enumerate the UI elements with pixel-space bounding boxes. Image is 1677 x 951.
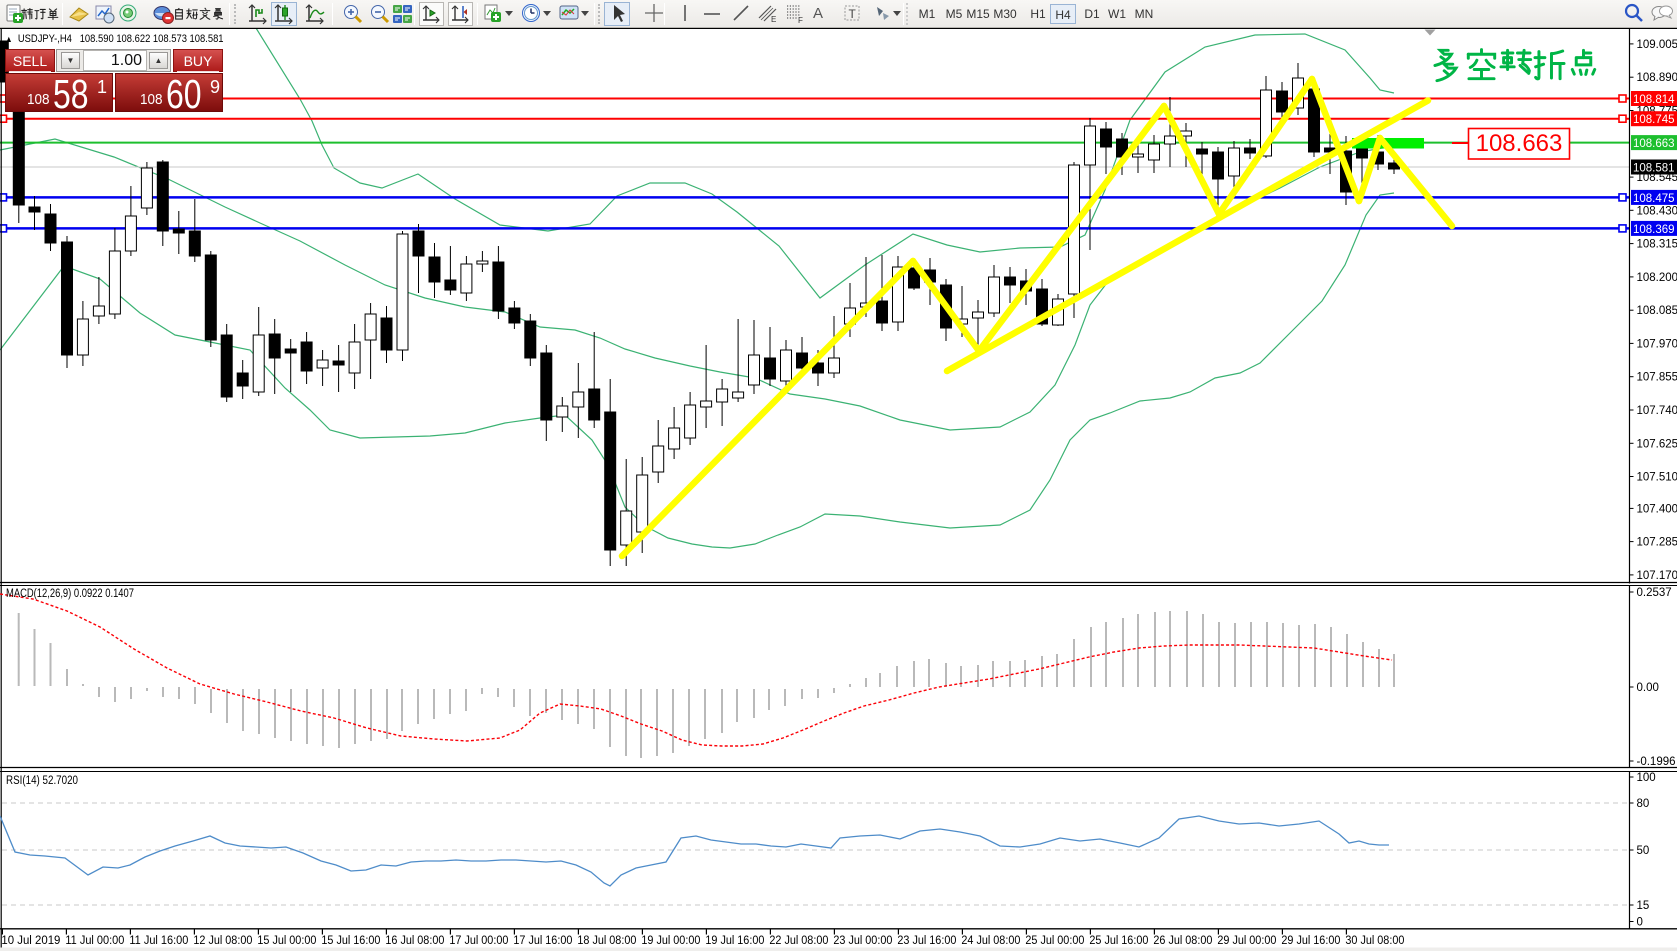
svg-text:108.545: 108.545 [1637, 172, 1677, 184]
svg-text:108.430: 108.430 [1637, 205, 1677, 217]
svg-text:108.745: 108.745 [1633, 114, 1675, 126]
svg-text:24 Jul 08:00: 24 Jul 08:00 [961, 935, 1020, 947]
svg-text:16 Jul 08:00: 16 Jul 08:00 [385, 935, 444, 947]
svg-text:25 Jul 16:00: 25 Jul 16:00 [1089, 935, 1148, 947]
svg-text:MACD(12,26,9) 0.0922 0.1407: MACD(12,26,9) 0.0922 0.1407 [6, 588, 134, 600]
svg-text:80: 80 [1637, 798, 1650, 810]
svg-text:108.663: 108.663 [1633, 138, 1675, 150]
svg-text:107.285: 107.285 [1637, 537, 1677, 549]
svg-text:108.475: 108.475 [1633, 193, 1675, 205]
svg-text:23 Jul 00:00: 23 Jul 00:00 [833, 935, 892, 947]
svg-text:11 Jul 00:00: 11 Jul 00:00 [65, 935, 124, 947]
svg-text:107.400: 107.400 [1637, 503, 1677, 515]
svg-text:108.369: 108.369 [1633, 224, 1675, 236]
svg-text:15 Jul 16:00: 15 Jul 16:00 [321, 935, 380, 947]
svg-text:F: F [798, 16, 803, 25]
svg-text:25 Jul 00:00: 25 Jul 00:00 [1025, 935, 1084, 947]
svg-text:12 Jul 08:00: 12 Jul 08:00 [193, 935, 252, 947]
svg-text:108.814: 108.814 [1633, 94, 1675, 106]
svg-text:108.890: 108.890 [1637, 72, 1677, 84]
svg-text:107.855: 107.855 [1637, 372, 1677, 384]
svg-text:-0.1996: -0.1996 [1637, 756, 1676, 768]
svg-text:22 Jul 08:00: 22 Jul 08:00 [769, 935, 828, 947]
svg-text:E: E [771, 15, 776, 24]
svg-text:108.200: 108.200 [1637, 272, 1677, 284]
svg-text:26 Jul 08:00: 26 Jul 08:00 [1153, 935, 1212, 947]
svg-text:0: 0 [1637, 917, 1643, 929]
svg-text:107.970: 107.970 [1637, 338, 1677, 350]
svg-text:107.170: 107.170 [1637, 570, 1677, 582]
svg-text:17 Jul 16:00: 17 Jul 16:00 [513, 935, 572, 947]
svg-text:T: T [849, 7, 857, 21]
svg-text:11 Jul 16:00: 11 Jul 16:00 [129, 935, 188, 947]
svg-text:50: 50 [1637, 845, 1650, 857]
svg-text:19 Jul 16:00: 19 Jul 16:00 [705, 935, 764, 947]
svg-text:RSI(14) 52.7020: RSI(14) 52.7020 [6, 775, 78, 787]
svg-text:23 Jul 16:00: 23 Jul 16:00 [897, 935, 956, 947]
svg-text:107.740: 107.740 [1637, 405, 1677, 417]
svg-text:108.315: 108.315 [1637, 239, 1677, 251]
svg-text:29 Jul 00:00: 29 Jul 00:00 [1217, 935, 1276, 947]
svg-text:107.510: 107.510 [1637, 472, 1677, 484]
svg-text:100: 100 [1637, 772, 1656, 784]
svg-text:29 Jul 16:00: 29 Jul 16:00 [1281, 935, 1340, 947]
svg-text:0.2537: 0.2537 [1637, 587, 1672, 599]
svg-text:17 Jul 00:00: 17 Jul 00:00 [449, 935, 508, 947]
svg-text:15: 15 [1637, 900, 1650, 912]
svg-text:10 Jul 2019: 10 Jul 2019 [1, 935, 60, 947]
svg-text:15 Jul 00:00: 15 Jul 00:00 [257, 935, 316, 947]
svg-text:19 Jul 00:00: 19 Jul 00:00 [641, 935, 700, 947]
svg-text:108.581: 108.581 [1633, 163, 1675, 175]
svg-text:30 Jul 08:00: 30 Jul 08:00 [1345, 935, 1404, 947]
svg-text:0.00: 0.00 [1637, 682, 1659, 694]
svg-text:107.625: 107.625 [1637, 438, 1677, 450]
svg-text:18 Jul 08:00: 18 Jul 08:00 [577, 935, 636, 947]
svg-text:108.085: 108.085 [1637, 305, 1677, 317]
svg-text:108.663: 108.663 [1476, 130, 1563, 157]
svg-text:109.005: 109.005 [1637, 39, 1677, 51]
